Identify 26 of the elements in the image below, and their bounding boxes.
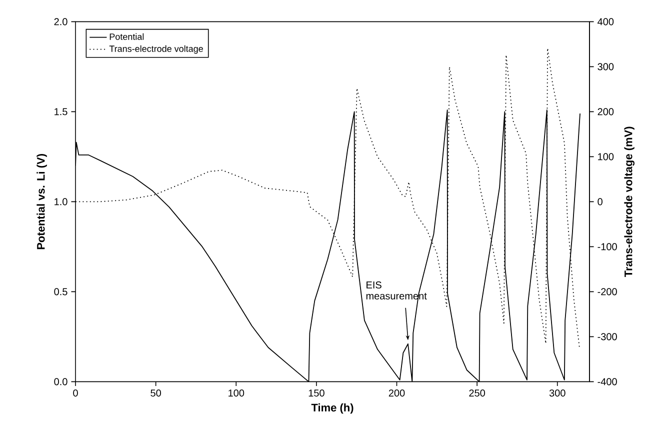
y2-tick-label: 400: [598, 18, 614, 26]
y2-tick-label: 200: [598, 108, 614, 116]
x-tick-label: 50: [150, 389, 161, 397]
y-tick-label: 1.5: [54, 108, 68, 116]
x-axis-title: Time (h): [311, 403, 354, 414]
y2-tick-label: 300: [598, 63, 614, 70]
y-tick-label: 1.0: [54, 198, 68, 206]
y-axis-title: Potential vs. Li (V): [36, 154, 47, 250]
y2-tick-label: -300: [598, 333, 617, 340]
y2-tick-label: -100: [598, 243, 617, 250]
y-tick-label: 2.0: [54, 18, 68, 26]
x-tick-label: 200: [388, 389, 405, 397]
x-tick-label: 250: [469, 389, 486, 397]
y2-tick-label: 100: [598, 153, 614, 160]
x-tick-label: 300: [549, 389, 566, 397]
legend-label: Potential: [110, 33, 144, 40]
y-tick-label: 0.5: [54, 288, 68, 296]
y-tick-label: 0.0: [54, 378, 68, 386]
x-tick-label: 0: [73, 389, 78, 397]
y2-axis-title: Trans-electrode voltage (mV): [624, 126, 634, 278]
x-tick-label: 100: [228, 389, 244, 397]
legend-label: Trans-electrode voltage: [109, 45, 203, 54]
y2-tick-label: 0: [598, 198, 602, 206]
x-tick-label: 150: [308, 389, 324, 397]
y2-tick-label: -400: [598, 378, 617, 386]
y2-tick-label: -200: [598, 288, 617, 296]
